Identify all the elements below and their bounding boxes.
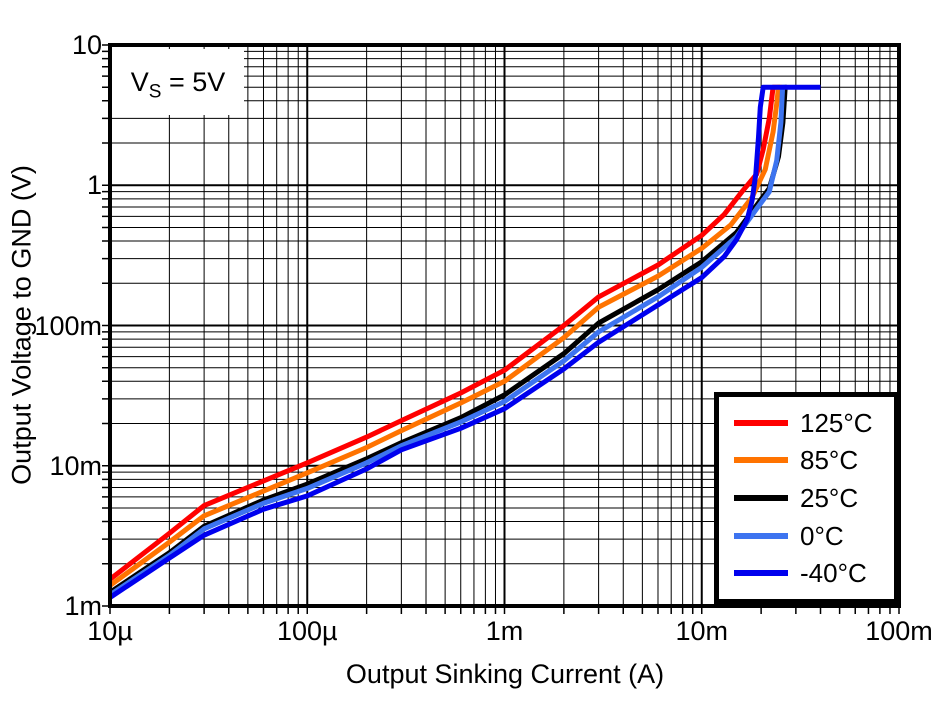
x-tick-label: 100µ [276, 616, 338, 646]
y-tick-label: 100m [34, 310, 102, 341]
curve-25°C [110, 84, 788, 595]
legend-item-0°C: 0°C [734, 522, 894, 550]
x-tick-label: 10µ [87, 616, 133, 646]
legend: 125°C 85°C 25°C 0°C -40°C [714, 392, 899, 604]
legend-swatch [734, 570, 788, 577]
x-tick-label: 10m [675, 616, 729, 646]
y-tick-label: 1 [86, 170, 102, 201]
y-axis-title: Output Voltage to GND (V) [6, 165, 37, 485]
legend-swatch [734, 532, 788, 539]
curve-125°C [110, 84, 781, 582]
legend-item-85°C: 85°C [734, 446, 894, 474]
legend-item-25°C: 25°C [734, 484, 894, 512]
legend-swatch [734, 419, 788, 426]
legend-swatch [734, 494, 788, 501]
legend-label: 25°C [800, 482, 859, 513]
y-tick-label: 10m [49, 450, 102, 481]
axis-tick-marks [102, 44, 900, 614]
x-tick-label: 1m [485, 616, 524, 646]
x-tick-label: 100m [865, 616, 931, 646]
legend-label: 0°C [800, 520, 844, 551]
legend-label: 85°C [800, 445, 859, 476]
legend-item--40°C: -40°C [734, 559, 894, 587]
legend-label: -40°C [800, 558, 867, 589]
legend-label: 125°C [800, 407, 873, 438]
plot-border [108, 43, 901, 608]
curve-0°C [110, 84, 786, 597]
x-axis-title: Output Sinking Current (A) [345, 659, 665, 689]
y-tick-label: 10 [71, 30, 102, 60]
legend-swatch [734, 457, 788, 464]
curve--40°C [110, 84, 821, 600]
curve-85°C [110, 84, 782, 588]
y-tick-label: 1m [64, 591, 102, 621]
supply-voltage-annotation: VS = 5V [112, 49, 244, 115]
legend-item-125°C: 125°C [734, 409, 894, 437]
annotation-text: VS = 5V [130, 66, 226, 102]
data-curves [110, 84, 821, 600]
